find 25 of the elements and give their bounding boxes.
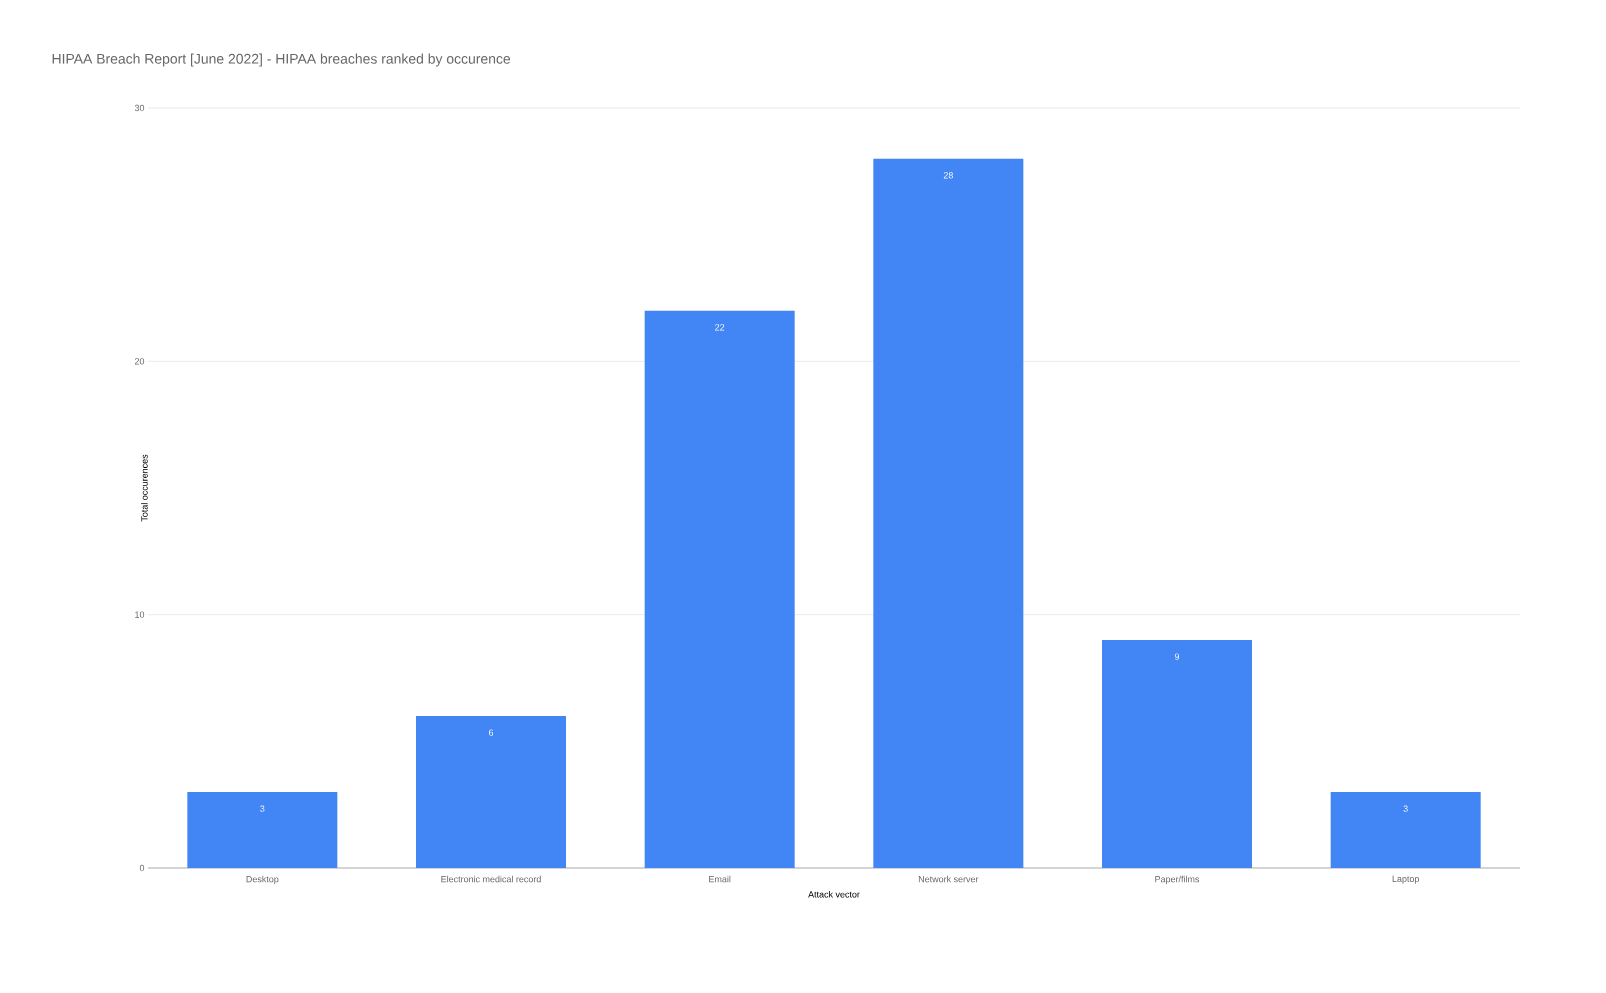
x-axis-title: Attack vector <box>808 890 860 898</box>
data-label: 3 <box>1403 805 1408 812</box>
chart-title: HIPAA Breach Report [June 2022] - HIPAA breaches ranked by occurence <box>52 53 511 67</box>
bar <box>644 310 795 868</box>
x-tick-label: Paper/films <box>1155 875 1200 885</box>
data-label: 28 <box>943 172 953 179</box>
x-tick-label: Desktop <box>246 875 279 885</box>
data-label: 9 <box>1174 653 1180 660</box>
x-tick-label: Email <box>709 875 731 883</box>
bar <box>1102 640 1253 868</box>
bar <box>1330 792 1481 868</box>
data-label: 22 <box>715 324 725 331</box>
y-axis-title: Total occurences <box>141 454 148 522</box>
x-tick-label: Network server <box>918 875 979 883</box>
bar <box>873 158 1024 868</box>
y-tick-label: 10 <box>135 611 145 618</box>
x-tick-label: Laptop <box>1392 875 1420 884</box>
y-tick-label: 30 <box>134 104 145 112</box>
bar <box>416 716 566 868</box>
data-label: 3 <box>260 805 265 812</box>
data-label: 6 <box>488 729 494 736</box>
x-tick-label: Electronic medical record <box>441 875 541 883</box>
y-tick-label: 0 <box>139 864 145 872</box>
bar <box>187 792 338 868</box>
y-tick-label: 20 <box>134 358 145 365</box>
